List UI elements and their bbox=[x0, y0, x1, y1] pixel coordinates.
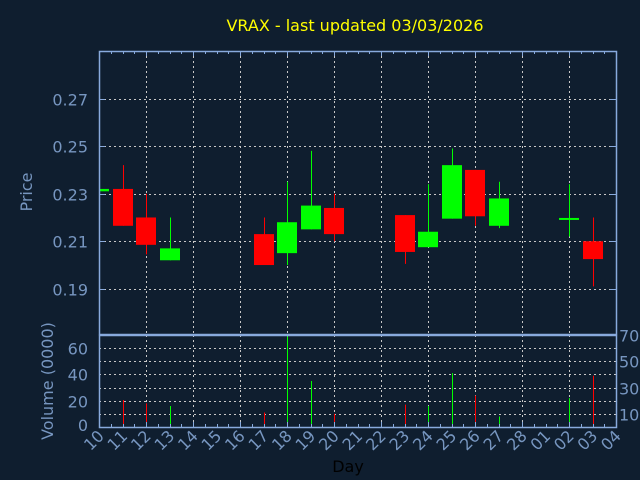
candle-2026-02-27 bbox=[489, 181, 509, 229]
candle-body bbox=[559, 217, 579, 220]
candle-body bbox=[254, 234, 274, 266]
price-tick-label: 0.21 bbox=[52, 233, 88, 252]
volume-panel-frame bbox=[98, 334, 618, 429]
candle-2026-03-03 bbox=[583, 217, 603, 287]
candle-body bbox=[489, 198, 509, 226]
candle-body bbox=[113, 188, 133, 226]
candle-body bbox=[418, 231, 438, 248]
candle-2026-02-23 bbox=[395, 215, 415, 264]
x-axis-label: Day bbox=[332, 457, 364, 476]
candle-body bbox=[301, 205, 321, 230]
price-tick-label: 0.25 bbox=[52, 138, 88, 157]
candle-body bbox=[465, 169, 485, 217]
candle-2026-02-18 bbox=[277, 181, 297, 266]
volume-axis-label: Volume (0000) bbox=[38, 322, 57, 440]
chart-title: VRAX - last updated 03/03/2026 bbox=[226, 16, 483, 35]
volume-tick-label: 0 bbox=[78, 416, 88, 435]
candle-body bbox=[277, 222, 297, 254]
volume-tick-label: 50 bbox=[619, 353, 639, 372]
price-axis-label: Price bbox=[17, 172, 36, 211]
candle-body bbox=[583, 241, 603, 260]
volume-tick-label: 20 bbox=[68, 393, 88, 412]
candle-body bbox=[99, 188, 109, 192]
candle-2026-02-12 bbox=[136, 193, 156, 255]
candle-2026-02-17 bbox=[254, 217, 274, 266]
candle-2026-02-24 bbox=[418, 184, 438, 248]
volume-tick-label: 60 bbox=[68, 340, 88, 359]
candle-2026-02-10 bbox=[99, 188, 109, 192]
candle-2026-03-02 bbox=[559, 184, 579, 237]
candle-2026-02-13 bbox=[160, 217, 180, 261]
volume-tick-label: 10 bbox=[619, 406, 639, 425]
candle-2026-02-11 bbox=[113, 165, 133, 226]
candle-body bbox=[136, 217, 156, 245]
volume-tick-label: 70 bbox=[619, 327, 639, 346]
price-tick-label: 0.23 bbox=[52, 186, 88, 205]
price-tick-label: 0.27 bbox=[52, 91, 88, 110]
volume-tick-label: 40 bbox=[68, 366, 88, 385]
candle-body bbox=[324, 207, 344, 235]
candle-2026-02-19 bbox=[301, 150, 321, 230]
candle-body bbox=[395, 215, 415, 252]
candle-2026-02-25 bbox=[442, 148, 462, 219]
candle-2026-02-26 bbox=[465, 169, 485, 226]
candle-2026-02-20 bbox=[324, 193, 344, 242]
volume-bars bbox=[123, 336, 594, 427]
candle-body bbox=[160, 248, 180, 261]
volume-tick-label: 30 bbox=[619, 380, 639, 399]
axes bbox=[98, 50, 618, 429]
price-tick-label: 0.19 bbox=[52, 281, 88, 300]
candles bbox=[99, 148, 603, 287]
candle-body bbox=[442, 165, 462, 219]
